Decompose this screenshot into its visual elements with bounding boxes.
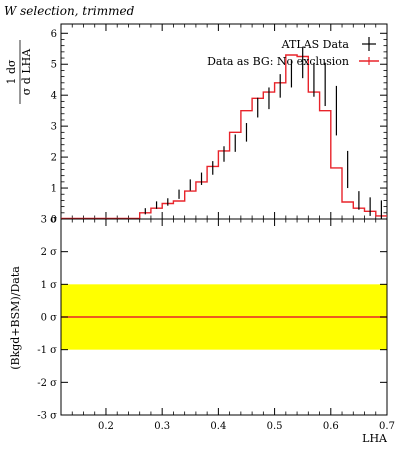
x-tick-label: 0.2: [98, 421, 114, 432]
upper-panel: 0 1 2 3 4 5 6 ATLAS Data Data as BG: No exclusio…: [51, 23, 388, 226]
chart-title: W selection, trimmed: [4, 4, 135, 18]
x-tick-label: 0.5: [267, 421, 283, 432]
y-axis-label-denominator: σ d LHA: [20, 48, 33, 95]
ratio-y-tick-label: -1 σ: [37, 345, 57, 356]
ratio-y-axis-label: (Bkgd+BSM)/Data: [9, 266, 22, 370]
legend-label-data: ATLAS Data: [281, 38, 350, 51]
upper-plot-frame: [60, 23, 388, 220]
legend-label-prediction: Data as BG: No exclusion: [207, 55, 349, 68]
x-tick-label: 0.7: [379, 421, 395, 432]
lower-panel: -3 σ -2 σ -1 σ 0 σ 1 σ 2 σ 3 σ 0.2 0.3 0.4 0.5 0.6 0…: [37, 215, 395, 433]
ratio-y-tick-label: 2 σ: [41, 247, 58, 258]
y-tick-label: 1: [51, 184, 57, 195]
x-tick-label: 0.3: [154, 421, 170, 432]
ratio-y-tick-label: 1 σ: [41, 280, 58, 291]
x-tick-label: 0.4: [210, 421, 226, 432]
ratio-y-tick-label: 3 σ: [41, 215, 58, 226]
y-axis-label-numerator: 1 dσ: [5, 59, 18, 85]
x-axis-label: LHA: [362, 432, 388, 445]
y-tick-label: 3: [51, 122, 57, 133]
y-tick-label: 2: [51, 153, 57, 164]
y-tick-label: 5: [51, 60, 57, 71]
y-tick-label: 0: [51, 215, 57, 226]
y-tick-label: 4: [51, 91, 57, 102]
ratio-y-tick-label: -2 σ: [37, 378, 57, 389]
ratio-y-tick-label: 0 σ: [41, 313, 58, 324]
prediction-step-line: [61, 54, 387, 220]
x-tick-label: 0.6: [323, 421, 339, 432]
ratio-y-tick-label: -3 σ: [37, 411, 57, 422]
y-tick-label: 6: [51, 29, 57, 40]
